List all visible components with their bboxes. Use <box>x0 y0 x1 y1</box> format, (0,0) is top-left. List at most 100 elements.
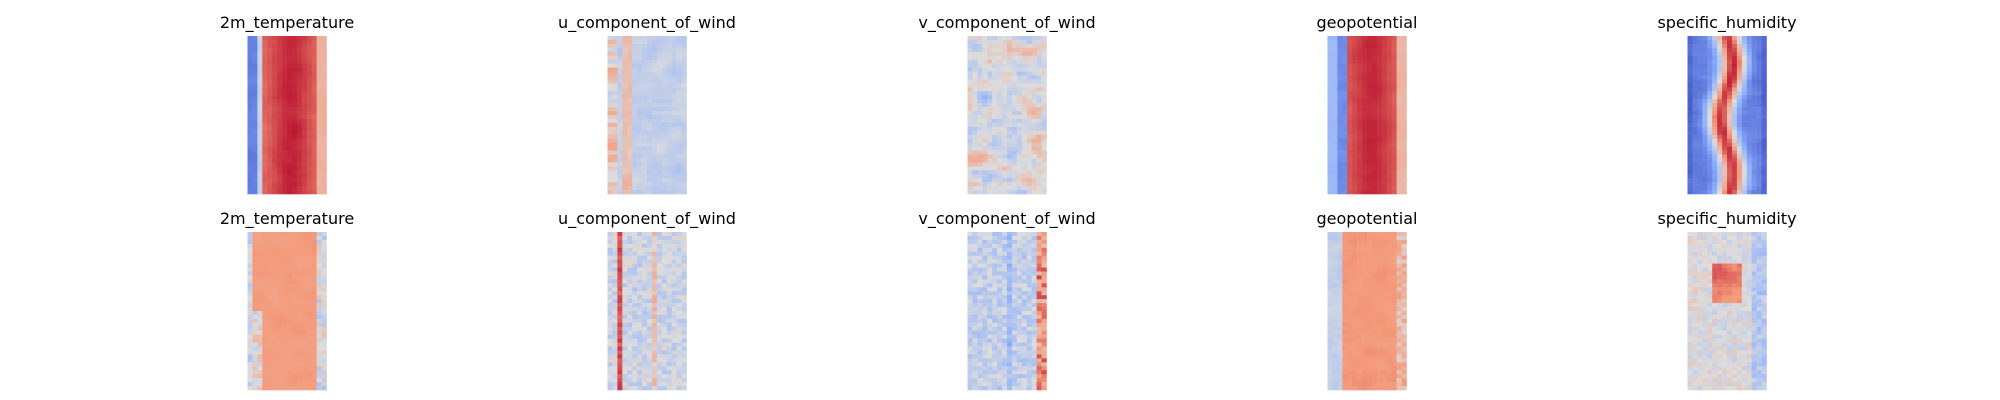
heatmap-cell <box>257 75 263 80</box>
heatmap-cell <box>277 386 283 391</box>
heatmap-cell <box>992 55 998 60</box>
heatmap-cell <box>1381 36 1388 41</box>
heatmap-cell <box>287 178 293 183</box>
heatmap-cell <box>1736 43 1743 49</box>
heatmap-cell <box>1391 103 1397 108</box>
heatmap-cell <box>1031 134 1037 139</box>
heatmap-cell <box>277 338 283 343</box>
heatmap-cell <box>647 158 653 163</box>
heatmap-cell <box>1002 190 1008 195</box>
heatmap-cell <box>671 291 677 296</box>
heatmap-cell <box>617 71 623 76</box>
heatmap-cell <box>681 267 687 272</box>
heatmap-cell <box>1401 67 1407 72</box>
heatmap-cell <box>1401 166 1407 171</box>
heatmap-cell <box>1692 154 1698 159</box>
heatmap-cell <box>982 338 988 343</box>
heatmap-cell <box>247 283 253 288</box>
heatmap-cell <box>1026 51 1032 57</box>
heatmap-cell <box>681 118 687 124</box>
heatmap-cell <box>272 43 278 49</box>
heatmap-cell <box>272 326 278 332</box>
heatmap-cell <box>647 291 653 296</box>
heatmap-cell <box>1702 87 1708 92</box>
heatmap-cell <box>252 174 258 179</box>
heatmap-cell <box>1011 346 1018 351</box>
heatmap-cell <box>1357 178 1363 183</box>
heatmap-cell <box>1736 63 1743 68</box>
heatmap-cell <box>1337 75 1343 80</box>
heatmap-cell <box>1007 299 1013 304</box>
heatmap-cell <box>1386 146 1392 151</box>
heatmap-cell <box>612 354 618 359</box>
heatmap-cell <box>267 71 273 76</box>
heatmap-cell <box>1026 338 1032 343</box>
heatmap-cell <box>262 283 268 288</box>
heatmap-cell <box>1722 118 1728 124</box>
heatmap-cell <box>1036 255 1042 260</box>
heatmap-cell <box>1342 95 1348 100</box>
heatmap-cell <box>681 71 687 76</box>
heatmap-cell <box>972 311 978 316</box>
heatmap-cell <box>267 366 273 371</box>
heatmap-cell <box>647 182 653 187</box>
heatmap-cell <box>316 354 322 359</box>
heatmap-cell <box>1702 79 1708 84</box>
heatmap-cell <box>257 299 263 304</box>
heatmap-cell <box>306 75 312 80</box>
heatmap-cell <box>972 166 978 171</box>
heatmap-cell <box>997 36 1003 41</box>
heatmap-cell <box>1386 59 1392 64</box>
heatmap-cell <box>637 95 643 100</box>
heatmap-cell <box>1041 111 1047 116</box>
heatmap-cell <box>1736 146 1743 151</box>
heatmap-cell <box>296 346 303 351</box>
heatmap-cell <box>681 111 687 116</box>
heatmap-cell <box>676 162 682 167</box>
heatmap-cell <box>627 342 633 347</box>
heatmap-cell <box>622 99 628 104</box>
heatmap-cell <box>1697 182 1703 187</box>
heatmap-cell <box>972 51 978 57</box>
heatmap-cell <box>997 107 1003 112</box>
heatmap-cell <box>637 150 643 155</box>
heatmap-cell <box>656 386 663 391</box>
heatmap-cell <box>681 354 687 359</box>
heatmap-cell <box>1002 322 1008 328</box>
heatmap-cell <box>627 350 633 355</box>
heatmap-cell <box>627 259 633 264</box>
heatmap-cell <box>301 47 308 53</box>
heatmap-cell <box>1011 322 1018 328</box>
heatmap-cell <box>316 146 322 151</box>
heatmap-cell <box>1367 63 1373 68</box>
heatmap-cell <box>637 71 643 76</box>
heatmap-cell <box>247 330 253 335</box>
heatmap-cell <box>671 103 677 108</box>
heatmap-cell <box>676 307 682 312</box>
heatmap-cell <box>1751 186 1757 191</box>
heatmap-cell <box>1041 170 1047 175</box>
heatmap-cell <box>1327 87 1333 92</box>
heatmap-cell <box>1357 186 1363 191</box>
heatmap-cell <box>247 126 253 132</box>
heatmap-cell <box>622 118 628 124</box>
heatmap-cell <box>617 370 623 375</box>
heatmap-cell <box>977 146 983 151</box>
heatmap-cell <box>1002 47 1008 53</box>
heatmap-cell <box>1722 39 1728 45</box>
heatmap-cell <box>311 326 317 332</box>
heatmap-cell <box>1036 247 1042 253</box>
heatmap-cell <box>632 271 638 276</box>
heatmap-cell <box>1381 115 1388 120</box>
heatmap-cell <box>1011 342 1018 347</box>
heatmap-cell <box>1692 107 1698 112</box>
heatmap-cell <box>642 358 648 363</box>
heatmap-cell <box>632 386 638 391</box>
heatmap-cell <box>277 158 283 163</box>
heatmap-cell <box>642 291 648 296</box>
heatmap-cell <box>676 342 682 347</box>
heatmap-cell <box>1692 63 1698 68</box>
heatmap-cell <box>1367 170 1373 175</box>
heatmap-cell <box>306 307 312 312</box>
heatmap-cell <box>666 362 672 367</box>
